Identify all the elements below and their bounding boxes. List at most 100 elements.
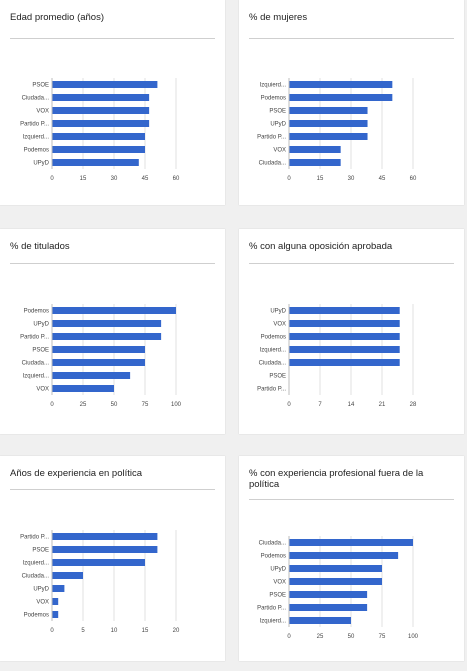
category-label: VOX	[273, 148, 286, 154]
x-tick-label: 7	[318, 402, 322, 408]
category-label: UPyD	[33, 322, 49, 328]
bar	[289, 107, 368, 114]
bar	[52, 533, 158, 540]
chart-card-experiencia-profesional: % con experiencia profesional fuera de l…	[239, 456, 464, 661]
bar-chart-experiencia-profesional: 0 25 50 75 100 Ciudada... Podemos UPyD VOX PSOE Pa…	[257, 536, 419, 640]
bar	[52, 598, 59, 605]
bar-chart-oposicion-aprobada: 0 7 14 21 28 UPyD VOX Podemos Izquierd... Ciudada…	[257, 304, 417, 408]
x-tick-label: 15	[317, 176, 324, 182]
bar	[52, 94, 150, 101]
bar	[289, 320, 400, 327]
x-tick-label: 50	[111, 402, 118, 408]
x-tick-label: 50	[348, 634, 355, 640]
bar	[52, 585, 65, 592]
bar-chart-porcentaje-mujeres: 0 15 30 45 60 Izquierd... Podemos PSOE UPyD Parti…	[257, 78, 417, 182]
category-label: PSOE	[269, 109, 286, 115]
x-tick-label: 0	[50, 176, 54, 182]
category-label: Podemos	[24, 613, 49, 619]
x-tick-label: 25	[80, 402, 87, 408]
x-tick-label: 21	[379, 402, 386, 408]
bar	[289, 346, 400, 353]
bar	[289, 133, 368, 140]
category-label: PSOE	[269, 593, 286, 599]
bar	[289, 565, 382, 572]
category-label: VOX	[36, 600, 49, 606]
category-label: Podemos	[24, 148, 49, 154]
category-label: Ciudada...	[259, 541, 287, 547]
category-label: Izquierd...	[260, 348, 287, 354]
category-label: VOX	[273, 322, 286, 328]
x-tick-label: 45	[379, 176, 386, 182]
x-tick-label: 0	[50, 402, 54, 408]
x-tick-label: 45	[142, 176, 149, 182]
x-tick-label: 15	[142, 628, 149, 634]
bar	[289, 307, 400, 314]
x-tick-label: 60	[410, 176, 417, 182]
category-label: Podemos	[261, 554, 286, 560]
category-label: PSOE	[32, 348, 49, 354]
category-label: UPyD	[33, 161, 49, 167]
x-tick-label: 5	[81, 628, 85, 634]
chart-title: Edad promedio (años)	[10, 12, 104, 23]
category-label: Ciudada...	[259, 361, 287, 367]
title-divider	[10, 263, 215, 264]
category-label: Partido P...	[257, 606, 286, 612]
bar	[52, 146, 145, 153]
bar	[52, 81, 158, 88]
category-label: UPyD	[270, 567, 286, 573]
bar-chart-edad-promedio: 0 15 30 45 60 PSOE Ciudada... VOX Partido P... Iz…	[20, 78, 180, 182]
category-label: Podemos	[261, 96, 286, 102]
x-tick-label: 28	[410, 402, 417, 408]
title-divider	[249, 263, 454, 264]
category-label: PSOE	[32, 83, 49, 89]
category-label: Partido P...	[20, 535, 49, 541]
bar	[52, 546, 158, 553]
chart-card-edad-promedio: Edad promedio (años) 0 15 30 45 60 PSOE Ciudad…	[0, 0, 225, 205]
bar-chart-experiencia-politica: 0 5 10 15 20 Partido P... PSOE Izquierd... Ciuda…	[20, 530, 180, 634]
bar	[52, 333, 162, 340]
bar	[289, 617, 351, 624]
bar	[289, 94, 393, 101]
bar	[289, 120, 368, 127]
bar	[289, 359, 400, 366]
chart-title: Años de experiencia en política	[10, 468, 143, 479]
category-label: PSOE	[269, 374, 286, 380]
x-tick-label: 100	[408, 634, 419, 640]
x-tick-label: 25	[317, 634, 324, 640]
chart-card-porcentaje-titulados: % de titulados 0 25 50 75 100 Podemos UPyD Part…	[0, 229, 225, 434]
bar	[52, 320, 162, 327]
x-tick-label: 75	[142, 402, 149, 408]
bar	[289, 578, 382, 585]
bar	[52, 359, 145, 366]
bar	[52, 107, 150, 114]
category-label: Izquierd...	[260, 83, 287, 89]
category-label: Ciudada...	[22, 96, 50, 102]
title-divider	[249, 499, 454, 500]
chart-title: % de titulados	[10, 241, 70, 252]
category-label: UPyD	[33, 587, 49, 593]
bar	[289, 591, 368, 598]
x-tick-label: 0	[50, 628, 54, 634]
x-tick-label: 100	[171, 402, 182, 408]
bar	[289, 159, 341, 166]
category-label: Izquierd...	[23, 561, 50, 567]
category-label: UPyD	[270, 309, 286, 315]
x-tick-label: 0	[287, 176, 291, 182]
x-tick-label: 30	[111, 176, 118, 182]
category-label: Ciudada...	[22, 574, 50, 580]
bar	[52, 346, 145, 353]
bar	[52, 159, 139, 166]
category-label: Partido P...	[257, 387, 286, 393]
category-label: Podemos	[261, 335, 286, 341]
bar	[52, 307, 176, 314]
bar	[52, 120, 150, 127]
bar	[52, 133, 145, 140]
bar	[52, 559, 145, 566]
chart-title: % de mujeres	[249, 12, 308, 23]
chart-title: % con alguna oposición aprobada	[249, 241, 393, 252]
x-tick-label: 0	[287, 634, 291, 640]
x-tick-label: 60	[173, 176, 180, 182]
chart-title: % con experiencia profesional fuera de l…	[249, 468, 424, 490]
bar	[52, 572, 83, 579]
category-label: UPyD	[270, 122, 286, 128]
